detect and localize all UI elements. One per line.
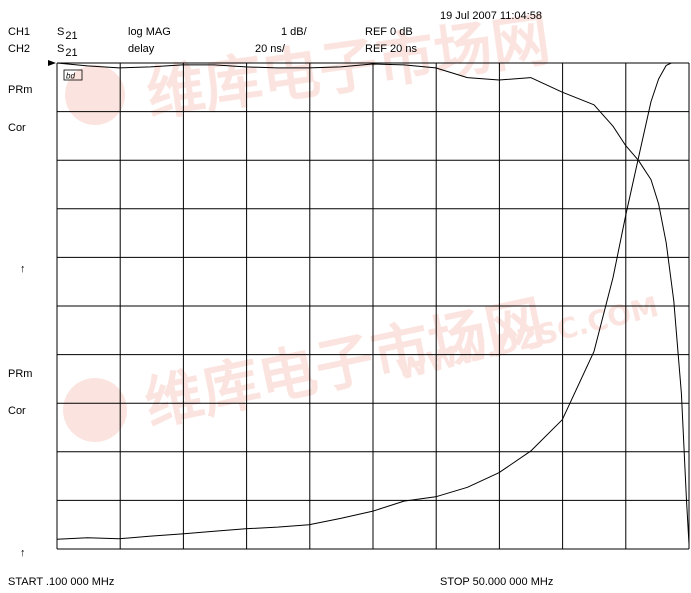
- ch2-ref: REF 20 ns: [365, 43, 417, 55]
- ref-marker-icon: [48, 60, 56, 66]
- upper-ref-arrow: ↑: [20, 263, 26, 275]
- ch1-param-sub: 21: [65, 30, 78, 42]
- ch2-id: CH2: [8, 43, 31, 55]
- ch1-scale: 1 dB/: [281, 26, 307, 38]
- ch2-param-sub: 21: [65, 47, 78, 59]
- ch2-format: delay: [128, 43, 155, 55]
- marker-box-label: bd: [66, 72, 75, 81]
- ch1-param: S21: [57, 26, 78, 42]
- ch1-param-letter: S: [57, 26, 65, 38]
- upper-prm-label: PRm: [8, 84, 33, 96]
- ch1-format: log MAG: [128, 26, 171, 38]
- stop-frequency: STOP 50.000 000 MHz: [440, 576, 554, 588]
- trace-ch1-log-mag: [56, 62, 690, 545]
- grid: [56, 62, 690, 550]
- timestamp: 19 Jul 2007 11:04:58: [440, 10, 542, 22]
- ch1-ref: REF 0 dB: [365, 26, 413, 38]
- lower-prm-label: PRm: [8, 368, 33, 380]
- lower-ref-arrow: ↑: [20, 547, 26, 559]
- ch2-param-letter: S: [57, 43, 65, 55]
- lower-cor-label: Cor: [8, 405, 26, 417]
- trace-ch2-delay: [56, 62, 689, 540]
- ch2-param: S21: [57, 43, 78, 59]
- ch1-id: CH1: [8, 26, 31, 38]
- upper-cor-label: Cor: [8, 122, 26, 134]
- start-frequency: START .100 000 MHz: [8, 576, 115, 588]
- ch2-scale: 20 ns/: [255, 43, 285, 55]
- traces: [56, 62, 690, 545]
- marker-box: bd: [63, 69, 83, 81]
